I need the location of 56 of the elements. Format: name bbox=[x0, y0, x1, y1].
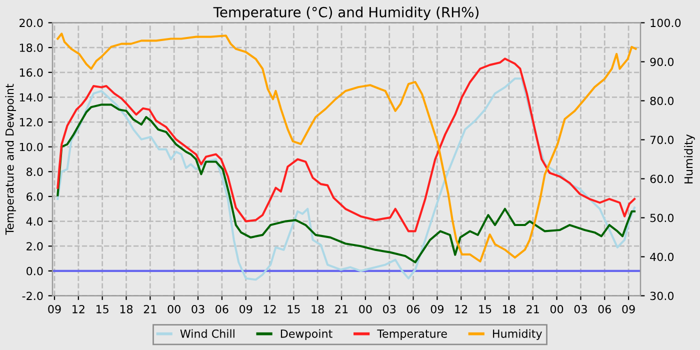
y-tick-label: 18.0 bbox=[20, 44, 43, 52]
legend-label: Wind Chill bbox=[180, 329, 234, 338]
y2-tick-label: 70.0 bbox=[650, 136, 674, 144]
legend-label: Dewpoint bbox=[280, 329, 332, 340]
y-tick-label: 16.0 bbox=[20, 68, 43, 77]
x-tick-label: 09 bbox=[430, 304, 444, 314]
x-tick-label: 03 bbox=[383, 304, 396, 314]
x-tick-label: 18 bbox=[120, 304, 133, 314]
x-tick-label: 21 bbox=[144, 304, 156, 314]
y-axis-title: Temperature and Dewpoint bbox=[5, 84, 16, 235]
line-series bbox=[56, 104, 636, 264]
x-tick-label: 15 bbox=[96, 305, 108, 314]
y-tick-label: 2.0 bbox=[26, 242, 43, 250]
line-series bbox=[56, 32, 637, 262]
y2-tick-label: 60.0 bbox=[650, 174, 674, 184]
y2-tick-label: 40.0 bbox=[650, 252, 674, 262]
x-tick-label: 03 bbox=[192, 304, 204, 314]
x-tick-label: 12 bbox=[72, 304, 84, 314]
y2-tick-label: 90.0 bbox=[650, 58, 674, 66]
y-tick-label: 14.0 bbox=[20, 93, 43, 102]
x-tick-label: 06 bbox=[598, 304, 611, 314]
y-tick-label: 8.0 bbox=[26, 168, 43, 176]
y2-tick-label: 50.0 bbox=[650, 214, 674, 222]
x-tick-label: 21 bbox=[335, 304, 348, 314]
y-tick-label: 20.0 bbox=[20, 18, 43, 28]
y2-tick-label: 100.0 bbox=[650, 18, 681, 28]
legend-label: Humidity bbox=[493, 329, 542, 340]
x-tick-label: 21 bbox=[526, 304, 539, 314]
x-tick-label: 06 bbox=[406, 304, 420, 314]
x-tick-label: 18 bbox=[503, 304, 516, 314]
x-tick-label: 00 bbox=[168, 304, 180, 314]
line-series bbox=[56, 78, 636, 281]
y-tick-label: -2.0 bbox=[22, 292, 43, 300]
x-tick-label: 06 bbox=[216, 304, 228, 314]
x-tick-label: 00 bbox=[550, 304, 564, 314]
chart-title: Temperature (°C) and Humidity (RH%) bbox=[213, 6, 478, 20]
x-tick-label: 15 bbox=[288, 305, 300, 314]
x-tick-label: 09 bbox=[48, 304, 61, 314]
legend-label: Temperature bbox=[377, 330, 447, 340]
x-tick-label: 15 bbox=[479, 305, 492, 314]
y2-axis-title: Humidity bbox=[684, 134, 695, 184]
x-tick-label: 09 bbox=[240, 304, 252, 314]
x-tick-label: 18 bbox=[312, 304, 324, 314]
y2-tick-label: 80.0 bbox=[650, 96, 674, 106]
y-tick-label: 0.0 bbox=[26, 266, 43, 276]
y-tick-label: 10.0 bbox=[20, 142, 43, 152]
x-tick-label: 00 bbox=[359, 304, 372, 314]
line-series bbox=[56, 58, 636, 232]
x-tick-label: 03 bbox=[574, 304, 587, 314]
y-tick-label: 4.0 bbox=[26, 217, 43, 226]
y-tick-label: 12.0 bbox=[20, 118, 43, 126]
x-tick-label: 12 bbox=[264, 304, 276, 314]
y-tick-label: 6.0 bbox=[26, 192, 43, 201]
x-tick-label: 09 bbox=[622, 304, 635, 314]
x-tick-label: 12 bbox=[455, 304, 468, 314]
y2-tick-label: 30.0 bbox=[650, 292, 674, 300]
